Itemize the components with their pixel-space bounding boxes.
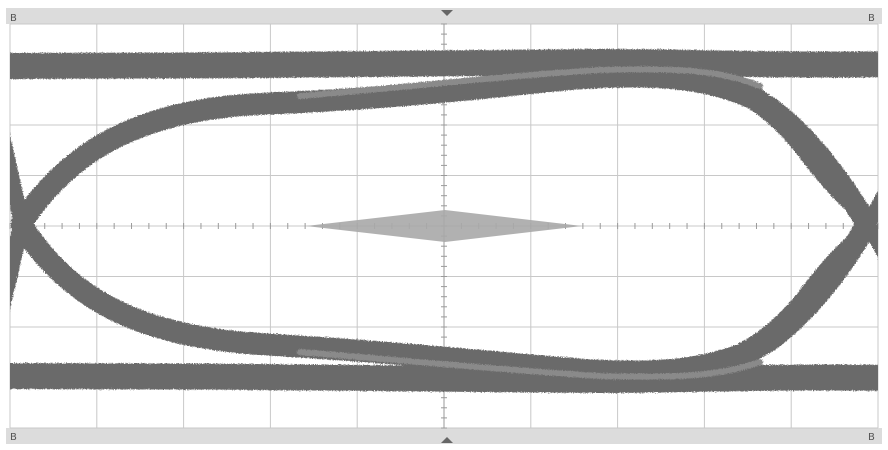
top-frame-bar xyxy=(6,8,882,24)
trigger-marker-top-icon[interactable] xyxy=(441,10,453,16)
trace-top-rail xyxy=(10,48,878,79)
trace-inner-upper xyxy=(297,66,763,99)
trace-bottom-rail xyxy=(10,363,878,394)
trace-cross-right-c xyxy=(635,65,875,227)
corner-label-bottom-left: B xyxy=(10,432,17,443)
trigger-marker-bottom-icon[interactable] xyxy=(441,437,453,443)
trace-inner-lower xyxy=(297,349,763,380)
eye-traces xyxy=(10,48,878,394)
bottom-frame-bar xyxy=(6,428,882,444)
trace-cross-left-a xyxy=(10,135,31,309)
eye-mask-diamond xyxy=(306,210,582,242)
corner-label-bottom-right: B xyxy=(868,432,875,443)
trace-cross-right-d xyxy=(635,221,875,379)
corner-label-top-right: B xyxy=(868,13,875,24)
corner-label-top-left: B xyxy=(10,13,17,24)
